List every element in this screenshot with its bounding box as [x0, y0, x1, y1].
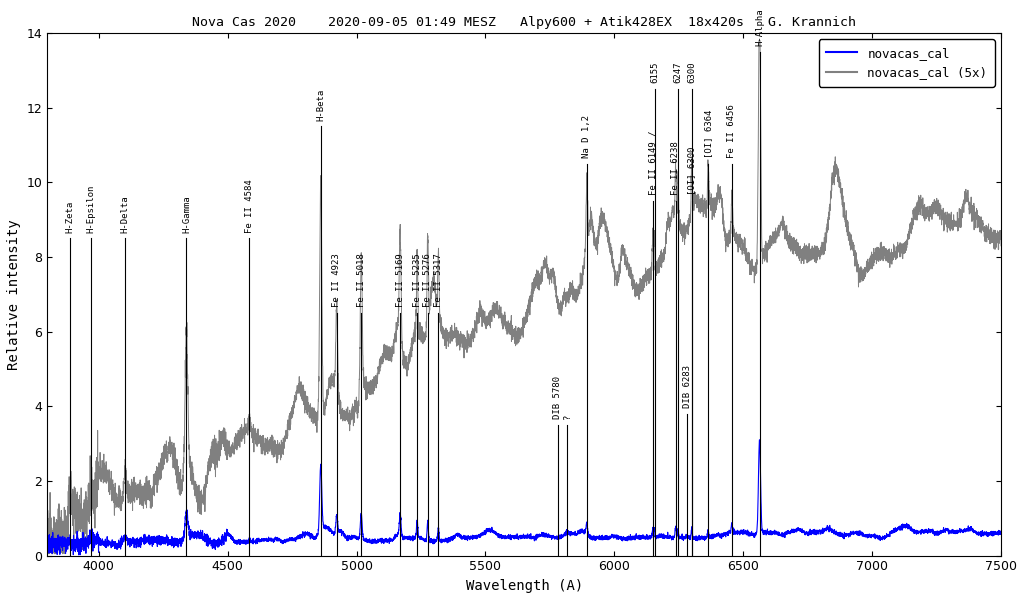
Line: novacas_cal: novacas_cal	[47, 440, 1001, 555]
Text: Fe II 6149 /: Fe II 6149 /	[648, 131, 657, 196]
Text: H-Gamma: H-Gamma	[182, 195, 190, 233]
Text: Fe II 5235: Fe II 5235	[413, 254, 422, 307]
Line: novacas_cal (5x): novacas_cal (5x)	[47, 40, 1001, 554]
novacas_cal	[345, 536, 357, 543]
Text: Fe II 5169: Fe II 5169	[395, 254, 404, 307]
novacas_cal (5x)	[742, 253, 755, 260]
novacas_cal	[754, 436, 766, 443]
Text: H-Epsilon: H-Epsilon	[87, 184, 95, 233]
Text: ?: ?	[563, 414, 572, 419]
Text: H-Zeta: H-Zeta	[66, 200, 75, 233]
Text: [OI] 6364: [OI] 6364	[703, 110, 713, 158]
Legend: novacas_cal, novacas_cal (5x): novacas_cal, novacas_cal (5x)	[818, 39, 994, 86]
Text: H-Beta: H-Beta	[316, 88, 326, 121]
novacas_cal (5x)	[345, 415, 357, 422]
X-axis label: Wavelength (A): Wavelength (A)	[466, 579, 583, 593]
Y-axis label: Relative intensity: Relative intensity	[7, 219, 20, 370]
Text: 6155: 6155	[650, 62, 659, 83]
Text: H-Delta: H-Delta	[121, 195, 130, 233]
novacas_cal (5x)	[995, 242, 1008, 250]
Text: Fe II 5276: Fe II 5276	[423, 254, 432, 307]
novacas_cal (5x)	[753, 37, 765, 44]
novacas_cal	[217, 536, 229, 543]
novacas_cal	[41, 545, 53, 552]
Text: Fe II 6456: Fe II 6456	[727, 104, 736, 158]
Text: [OI] 6300: [OI] 6300	[687, 147, 696, 196]
novacas_cal (5x)	[506, 325, 518, 332]
Text: Fe II 5018: Fe II 5018	[356, 254, 366, 307]
Title: Nova Cas 2020    2020-09-05 01:49 MESZ   Alpy600 + Atik428EX  18x420s   G. Krann: Nova Cas 2020 2020-09-05 01:49 MESZ Alpy…	[193, 16, 856, 29]
novacas_cal	[831, 532, 844, 539]
Text: 6247: 6247	[674, 62, 683, 83]
novacas_cal (5x)	[41, 536, 53, 544]
Text: 6300: 6300	[687, 62, 696, 83]
Text: Fe II 6238: Fe II 6238	[671, 142, 680, 196]
novacas_cal	[73, 551, 85, 559]
novacas_cal	[742, 529, 755, 536]
novacas_cal	[242, 538, 254, 545]
Text: DIB 5780: DIB 5780	[553, 376, 562, 419]
novacas_cal (5x)	[831, 173, 844, 180]
novacas_cal	[506, 533, 518, 541]
Text: Na D 1,2: Na D 1,2	[583, 115, 591, 158]
Text: Fe II 4923: Fe II 4923	[332, 254, 341, 307]
Text: DIB 6283: DIB 6283	[683, 365, 692, 408]
Text: Fe II 4584: Fe II 4584	[245, 179, 254, 233]
novacas_cal	[995, 529, 1008, 536]
novacas_cal (5x)	[242, 423, 254, 430]
Text: Fe II 5317: Fe II 5317	[434, 254, 442, 307]
novacas_cal (5x)	[43, 550, 55, 557]
Text: H-Alpha: H-Alpha	[755, 8, 764, 46]
novacas_cal (5x)	[217, 440, 229, 448]
